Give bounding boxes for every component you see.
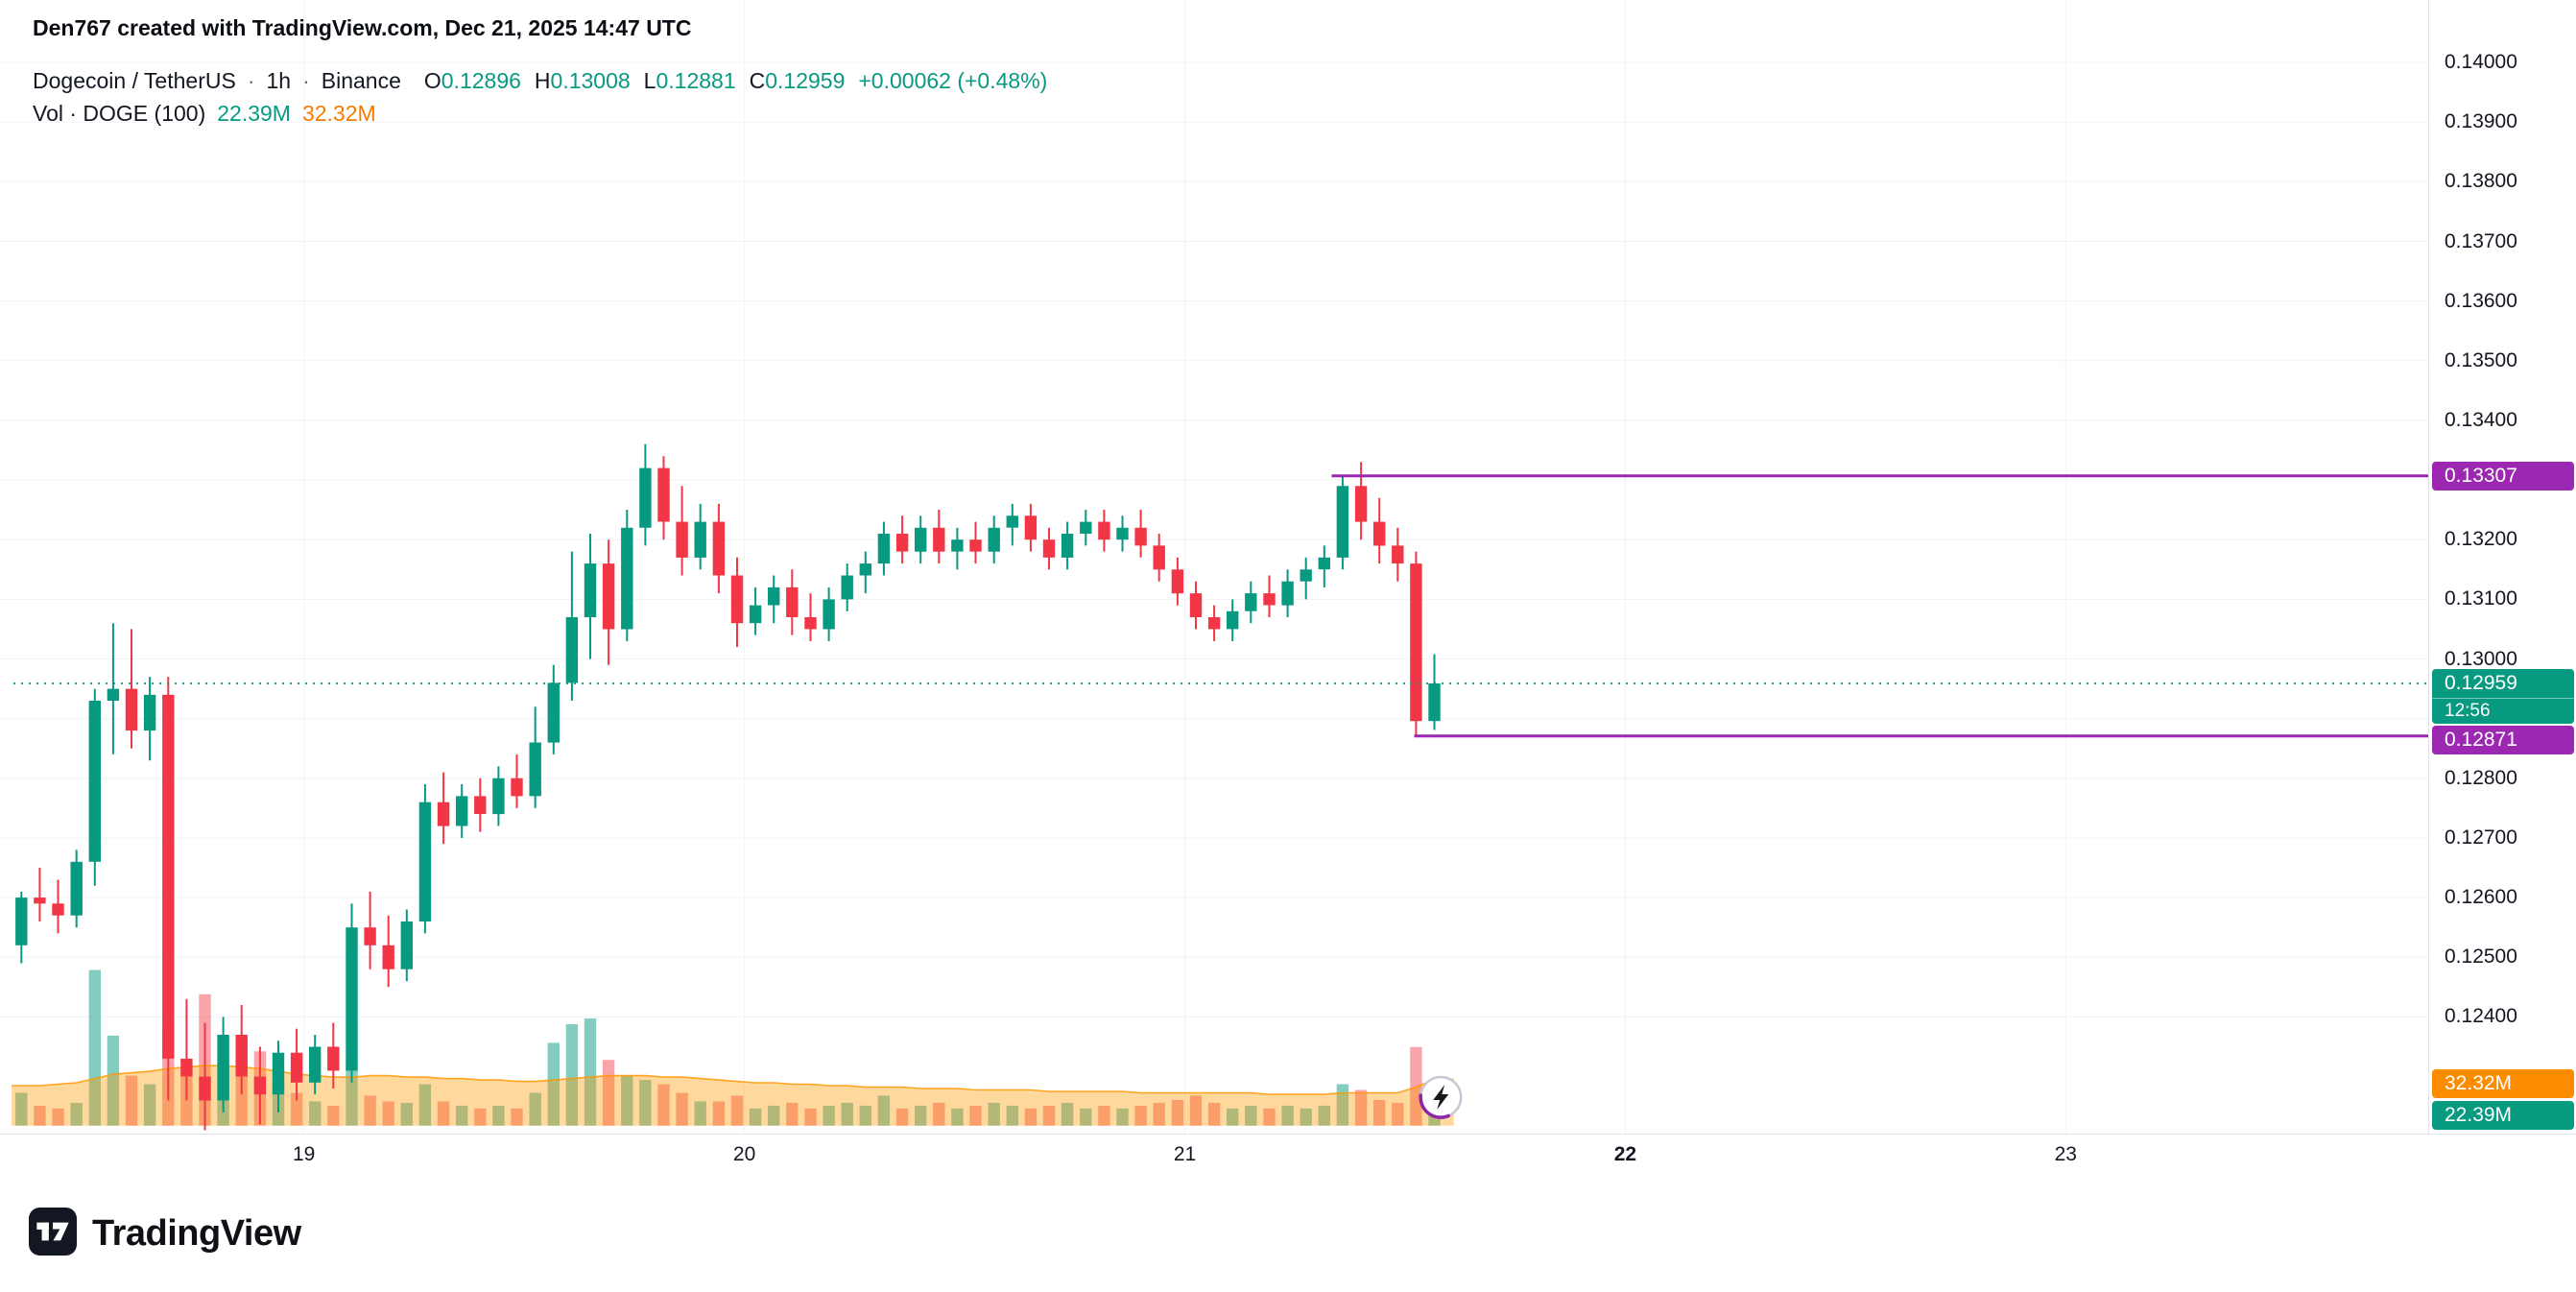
- symbol-legend-row[interactable]: Dogecoin / TetherUS · 1h · Binance O0.12…: [33, 68, 1047, 94]
- low-value: L0.12881: [643, 68, 736, 93]
- level-price-label: 0.13307: [2432, 461, 2574, 490]
- price-axis-label: 0.13600: [2445, 289, 2517, 312]
- volume-indicator-label[interactable]: Vol · DOGE (100): [33, 101, 206, 126]
- last-price-value: 0.12959: [2445, 672, 2517, 694]
- price-axis-label: 0.13400: [2445, 408, 2517, 431]
- volume-ma-area: [12, 1065, 1454, 1126]
- interval-label[interactable]: 1h: [266, 68, 292, 93]
- time-axis-label: 20: [732, 1143, 756, 1165]
- volume-current-value: 22.39M: [217, 101, 291, 126]
- candles: [15, 443, 1441, 1131]
- price-axis[interactable]: 0.14000 0.13900 0.13800 0.13700 0.13600 0.135…: [2428, 0, 2576, 1134]
- last-price-label: 0.12959 12:56: [2432, 669, 2574, 724]
- time-axis-label: 23: [2054, 1143, 2077, 1165]
- high-value: H0.13008: [534, 68, 631, 93]
- price-axis-label: 0.13000: [2445, 647, 2517, 670]
- tradingview-brand[interactable]: TradingView: [92, 1213, 301, 1254]
- attribution-text: Den767 created with TradingView.com, Dec…: [33, 15, 692, 40]
- volume-ma-value: 32.32M: [301, 101, 376, 126]
- change-value: +0.00062 (+0.48%): [858, 68, 1048, 93]
- lightning-marker-icon[interactable]: [1419, 1075, 1463, 1119]
- price-axis-label: 0.13900: [2445, 110, 2517, 133]
- legend-separator: ·: [247, 68, 255, 93]
- close-value: C0.12959: [749, 68, 846, 93]
- symbol-title[interactable]: Dogecoin / TetherUS: [33, 68, 236, 93]
- legend-separator: ·: [302, 68, 310, 93]
- volume-legend-row[interactable]: Vol · DOGE (100) 22.39M 32.32M: [33, 101, 376, 127]
- price-axis-label: 0.13100: [2445, 587, 2517, 610]
- volume-current-axis-label: 22.39M: [2432, 1101, 2574, 1130]
- price-axis-label: 0.12500: [2445, 945, 2517, 969]
- open-value: O0.12896: [423, 68, 521, 93]
- price-axis-label: 0.13200: [2445, 528, 2517, 551]
- price-chart-canvas[interactable]: [0, 0, 2428, 1292]
- exchange-label[interactable]: Binance: [321, 68, 401, 93]
- price-axis-label: 0.14000: [2445, 51, 2517, 73]
- price-axis-label: 0.13700: [2445, 229, 2517, 252]
- time-axis-label: 21: [1173, 1143, 1197, 1165]
- price-axis-label: 0.13800: [2445, 170, 2517, 193]
- time-axis-label: 19: [293, 1143, 316, 1165]
- footer-branding: TradingView: [29, 1208, 301, 1260]
- price-axis-label: 0.12800: [2445, 766, 2517, 789]
- time-axis[interactable]: 19 20 21 22 23: [0, 1134, 2576, 1194]
- bar-countdown: 12:56: [2432, 698, 2574, 724]
- time-axis-label: 22: [1613, 1143, 1637, 1165]
- volume-ma-axis-label: 32.32M: [2432, 1069, 2574, 1098]
- price-axis-label: 0.13500: [2445, 348, 2517, 371]
- price-axis-label: 0.12400: [2445, 1005, 2517, 1028]
- level-price-label: 0.12871: [2432, 725, 2574, 754]
- price-axis-label: 0.12700: [2445, 826, 2517, 849]
- tradingview-logo-icon[interactable]: [29, 1208, 77, 1260]
- ohlc-values: O0.12896 H0.13008 L0.12881 C0.12959 +0.0…: [424, 68, 1047, 94]
- price-axis-label: 0.12600: [2445, 886, 2517, 909]
